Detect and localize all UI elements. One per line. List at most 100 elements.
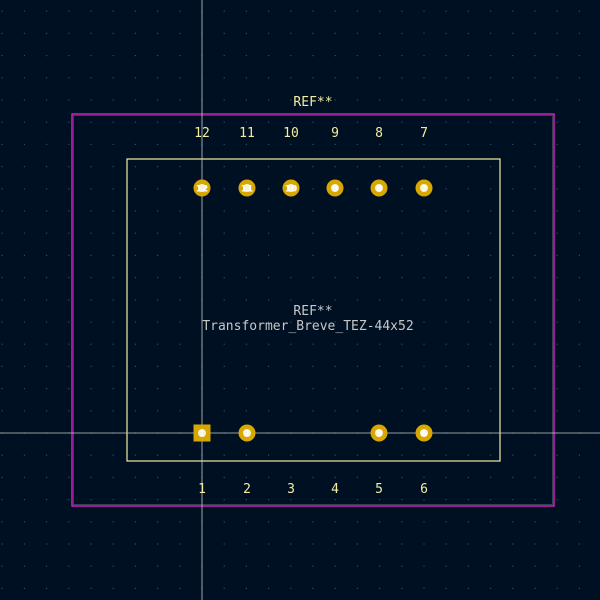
grid-dot bbox=[356, 277, 358, 279]
grid-dot bbox=[90, 410, 92, 412]
grid-dot bbox=[467, 277, 469, 279]
pad-1[interactable]: 1 bbox=[193, 424, 211, 442]
grid-dot bbox=[90, 188, 92, 190]
grid-dot bbox=[512, 77, 514, 79]
grid-dot bbox=[46, 143, 48, 145]
pad-2[interactable]: 2 bbox=[238, 424, 256, 442]
grid-dot bbox=[112, 32, 114, 34]
grid-dot bbox=[556, 121, 558, 123]
grid-dot bbox=[312, 254, 314, 256]
grid-dot bbox=[46, 77, 48, 79]
grid-dot bbox=[467, 454, 469, 456]
grid-dot bbox=[467, 476, 469, 478]
grid-dot bbox=[534, 277, 536, 279]
grid-dot bbox=[578, 299, 580, 301]
grid-dot bbox=[179, 499, 181, 501]
grid-dot bbox=[401, 210, 403, 212]
grid-dot bbox=[179, 543, 181, 545]
pad-7[interactable]: 7 bbox=[415, 179, 433, 197]
grid-dot bbox=[268, 365, 270, 367]
grid-dot bbox=[401, 254, 403, 256]
pad-8[interactable]: 8 bbox=[370, 179, 388, 197]
grid-dot bbox=[157, 543, 159, 545]
grid-dot bbox=[134, 521, 136, 523]
grid-dot bbox=[312, 521, 314, 523]
grid-dot bbox=[312, 476, 314, 478]
grid-dot bbox=[445, 410, 447, 412]
grid-dot bbox=[90, 476, 92, 478]
grid-dot bbox=[334, 77, 336, 79]
grid-dot bbox=[68, 10, 70, 12]
grid-dot bbox=[245, 388, 247, 390]
grid-dot bbox=[512, 321, 514, 323]
grid-dot bbox=[556, 454, 558, 456]
grid-dot bbox=[467, 521, 469, 523]
grid-dot bbox=[68, 388, 70, 390]
grid-dot bbox=[268, 32, 270, 34]
grid-dot bbox=[68, 32, 70, 34]
grid-dot bbox=[68, 521, 70, 523]
grid-dot bbox=[379, 565, 381, 567]
grid-dot bbox=[312, 99, 314, 101]
grid-dot bbox=[401, 499, 403, 501]
grid-dot bbox=[112, 365, 114, 367]
grid-dot bbox=[578, 587, 580, 589]
grid-dot bbox=[467, 499, 469, 501]
grid-dot bbox=[223, 99, 225, 101]
grid-dot bbox=[134, 10, 136, 12]
grid-dot bbox=[356, 77, 358, 79]
reference-designator-silk[interactable]: REF** bbox=[293, 95, 332, 110]
pad-9[interactable]: 9 bbox=[326, 179, 344, 197]
pin-number-label: 7 bbox=[420, 126, 428, 141]
grid-dot bbox=[534, 521, 536, 523]
grid-dot bbox=[1, 476, 3, 478]
pin-number-label: 3 bbox=[287, 482, 295, 497]
grid-dot bbox=[157, 476, 159, 478]
grid-dot bbox=[467, 343, 469, 345]
grid-dot bbox=[467, 99, 469, 101]
grid-dot bbox=[467, 55, 469, 57]
grid-dot bbox=[467, 188, 469, 190]
grid-dot bbox=[401, 565, 403, 567]
reference-designator-fab[interactable]: REF** bbox=[293, 304, 332, 319]
pad-5[interactable]: 5 bbox=[370, 424, 388, 442]
grid-dot bbox=[445, 121, 447, 123]
footprint-value-label[interactable]: Transformer_Breve_TEZ-44x52 bbox=[202, 319, 413, 334]
grid-dot bbox=[379, 166, 381, 168]
grid-dot bbox=[46, 388, 48, 390]
grid-dot bbox=[179, 55, 181, 57]
grid-dot bbox=[1, 277, 3, 279]
grid-dot bbox=[179, 121, 181, 123]
grid-dot bbox=[312, 143, 314, 145]
grid-dot bbox=[401, 166, 403, 168]
grid-dot bbox=[46, 565, 48, 567]
grid-dot bbox=[467, 143, 469, 145]
courtyard-outline[interactable] bbox=[71, 113, 555, 507]
pad-6[interactable]: 6 bbox=[415, 424, 433, 442]
pad-11[interactable]: 11 bbox=[238, 179, 256, 197]
grid-dot bbox=[290, 499, 292, 501]
pad-10[interactable]: 10 bbox=[282, 179, 300, 197]
grid-dot bbox=[46, 232, 48, 234]
grid-dot bbox=[490, 587, 492, 589]
grid-dot bbox=[23, 321, 25, 323]
grid-dot bbox=[245, 210, 247, 212]
grid-dot bbox=[1, 99, 3, 101]
grid-dot bbox=[157, 587, 159, 589]
grid-dot bbox=[512, 587, 514, 589]
silkscreen-body-outline[interactable] bbox=[126, 158, 501, 462]
grid-dot bbox=[268, 55, 270, 57]
grid-dot bbox=[23, 343, 25, 345]
grid-dot bbox=[401, 587, 403, 589]
grid-dot bbox=[423, 10, 425, 12]
grid-dot bbox=[90, 587, 92, 589]
grid-dot bbox=[268, 543, 270, 545]
grid-dot bbox=[423, 254, 425, 256]
grid-dot bbox=[578, 343, 580, 345]
grid-dot bbox=[1, 32, 3, 34]
grid-dot bbox=[379, 121, 381, 123]
pad-12[interactable]: 12 bbox=[193, 179, 211, 197]
grid-dot bbox=[490, 343, 492, 345]
grid-dot bbox=[134, 321, 136, 323]
